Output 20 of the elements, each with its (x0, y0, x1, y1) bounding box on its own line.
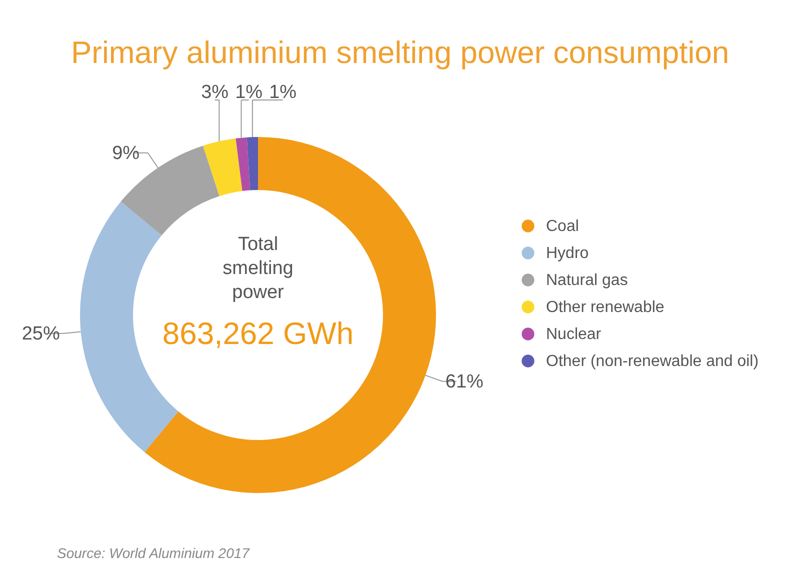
text: Total smelting power (222, 234, 294, 303)
legend-label: Hydro (546, 245, 589, 262)
data-label: 1% (235, 82, 263, 103)
legend-label: Coal (546, 218, 579, 235)
data-label: 61% (445, 371, 484, 392)
source-note: Source: World Aluminium 2017 (57, 545, 251, 561)
data-label: 9% (112, 142, 140, 164)
data-label: 1% (269, 82, 297, 103)
text: 863,262 GWh (162, 316, 354, 351)
donut-slice (202, 138, 242, 196)
data-label: 3% (201, 82, 229, 103)
donut-slice (246, 137, 258, 190)
legend-label: Other (non-renewable and oil) (546, 353, 759, 370)
legend-label: Other renewable (546, 299, 664, 316)
legend-label: Natural gas (546, 272, 628, 289)
chart-title: Primary aluminium smelting power consumption (70, 35, 730, 70)
legend-label: Nuclear (546, 326, 602, 343)
donut-slice (236, 137, 250, 191)
donut-slice (144, 137, 436, 493)
data-label: 25% (22, 323, 60, 344)
